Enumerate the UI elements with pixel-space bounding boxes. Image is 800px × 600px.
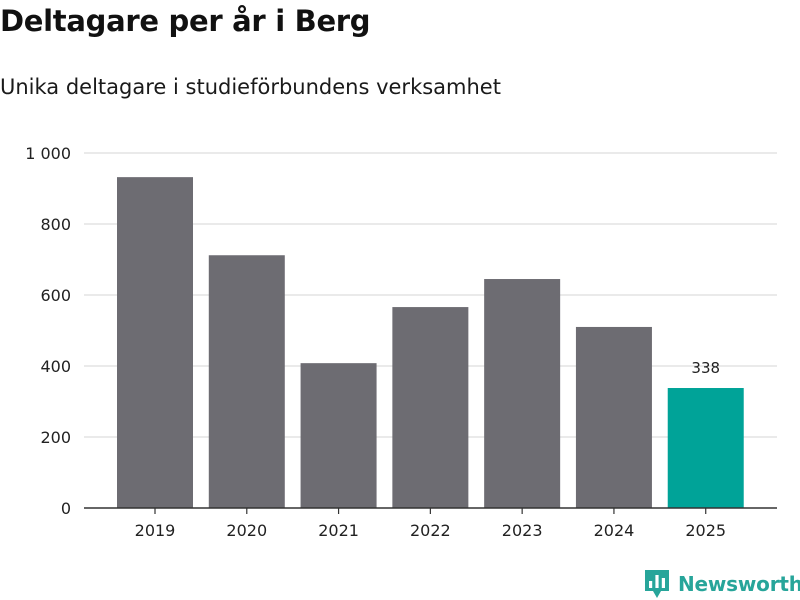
brand-name: Newsworthy (678, 572, 800, 596)
data-label: 338 (691, 359, 720, 377)
y-tick-label: 0 (61, 499, 71, 518)
bar-2019 (117, 177, 193, 508)
labels: 0 200 400 600 800 1 000 2019 2020 2021 2022 2023 20… (25, 144, 726, 540)
x-tick-label: 2019 (135, 521, 176, 540)
y-tick-label: 1 000 (25, 144, 71, 163)
x-tick-label: 2024 (594, 521, 635, 540)
x-tick-label: 2022 (410, 521, 451, 540)
bar-2025 (667, 388, 744, 508)
x-tick-label: 2020 (226, 521, 267, 540)
bars (117, 177, 744, 508)
y-tick-label: 200 (40, 428, 71, 447)
newsworthy-brand: Newsworthy (644, 569, 800, 599)
x-tick-label: 2023 (502, 521, 543, 540)
bar-chart-pin-icon (645, 570, 669, 598)
bar-2020 (208, 255, 285, 508)
chart-title: Deltagare per år i Berg (0, 4, 371, 38)
bar-2021 (300, 363, 377, 508)
x-tick-label: 2021 (318, 521, 359, 540)
y-tick-label: 400 (40, 357, 71, 376)
chart-subtitle: Unika deltagare i studieförbundens verks… (0, 75, 501, 99)
bar-2022 (392, 307, 469, 508)
y-tick-label: 800 (40, 215, 71, 234)
y-tick-label: 600 (40, 286, 71, 305)
x-tick-label: 2025 (685, 521, 726, 540)
bar-2023 (484, 279, 561, 508)
bar-2024 (575, 326, 652, 508)
axes (84, 507, 777, 514)
